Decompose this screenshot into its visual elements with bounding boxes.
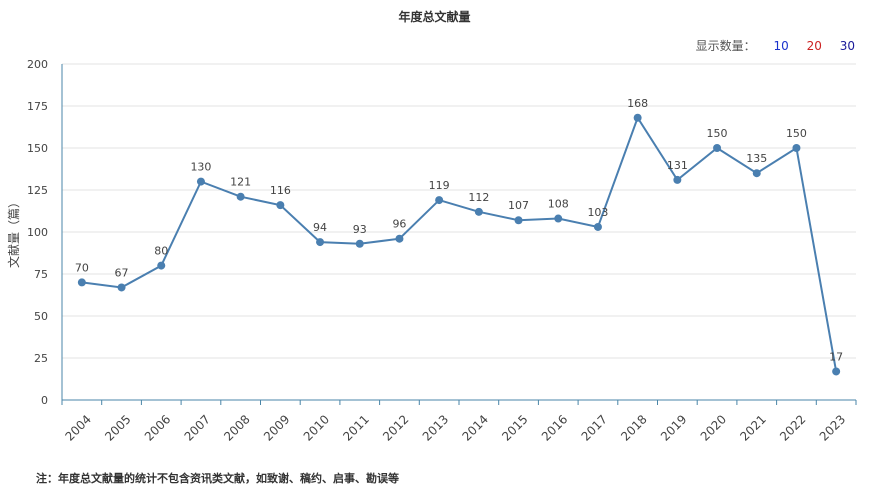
- x-tick-label: 2014: [459, 412, 490, 443]
- data-point: [673, 175, 682, 184]
- y-tick-label: 0: [41, 394, 48, 407]
- data-point: [792, 144, 801, 152]
- x-tick-label: 2009: [261, 412, 292, 443]
- x-tick-label: 2022: [777, 412, 808, 443]
- display-count-selector: 显示数量： 10 20 30: [696, 37, 855, 54]
- y-axis-title: 文献量（篇）: [6, 196, 21, 268]
- data-label: 168: [627, 97, 648, 110]
- data-point: [117, 283, 126, 292]
- data-point: [236, 192, 245, 201]
- x-tick-label: 2012: [380, 412, 411, 443]
- data-label: 80: [154, 245, 168, 258]
- series-line: [81, 115, 838, 372]
- y-tick-label: 100: [27, 226, 48, 239]
- chart-title: 年度总文献量: [398, 10, 471, 24]
- data-label: 150: [707, 127, 728, 140]
- x-tick-label: 2015: [499, 412, 530, 443]
- data-point: [633, 113, 642, 122]
- y-tick-label: 150: [27, 142, 48, 155]
- x-tick-label: 2023: [817, 412, 848, 443]
- x-tick-label: 2016: [539, 412, 570, 443]
- data-point: [752, 169, 761, 178]
- data-label: 107: [508, 199, 529, 212]
- y-tick-label: 175: [27, 100, 48, 113]
- data-label: 121: [230, 176, 251, 189]
- data-label: 96: [392, 218, 406, 231]
- data-point: [196, 177, 205, 186]
- data-label: 135: [746, 152, 767, 165]
- display-count-label: 显示数量：: [695, 39, 756, 53]
- x-tick-label: 2007: [182, 412, 213, 443]
- display-count-option-20[interactable]: 20: [806, 39, 822, 53]
- x-tick-label: 2018: [618, 412, 649, 443]
- data-label: 108: [548, 198, 569, 211]
- footnote: 注：年度总文献量的统计不包含资讯类文献，如致谢、稿约、启事、勘误等: [36, 472, 399, 485]
- x-tick-label: 2021: [737, 412, 768, 443]
- data-point: [77, 278, 86, 287]
- x-tick-label: 2010: [301, 412, 332, 443]
- x-tick-label: 2020: [698, 412, 729, 443]
- data-label: 150: [786, 127, 807, 140]
- data-label: 116: [270, 184, 291, 197]
- data-point: [395, 234, 404, 243]
- data-label: 112: [468, 191, 489, 204]
- data-point: [554, 214, 563, 223]
- data-label: 119: [429, 179, 450, 192]
- x-tick-label: 2011: [340, 412, 371, 443]
- data-point: [593, 222, 602, 231]
- data-point: [435, 196, 444, 205]
- x-tick-label: 2008: [221, 412, 252, 443]
- data-label: 93: [353, 223, 367, 236]
- display-count-option-10[interactable]: 10: [773, 39, 789, 53]
- y-tick-label: 25: [34, 352, 48, 365]
- data-label: 103: [587, 206, 608, 219]
- data-point: [514, 216, 523, 225]
- display-count-option-30[interactable]: 30: [839, 39, 855, 53]
- y-tick-label: 50: [34, 310, 48, 323]
- x-tick-label: 2017: [579, 412, 610, 443]
- data-point: [832, 367, 841, 376]
- y-tick-label: 75: [34, 268, 48, 281]
- y-tick-label: 200: [27, 58, 48, 71]
- data-point: [355, 239, 364, 248]
- y-tick-label: 125: [27, 184, 48, 197]
- x-tick-label: 2019: [658, 412, 689, 443]
- data-point: [316, 238, 325, 247]
- data-point: [157, 261, 166, 270]
- data-label: 94: [313, 221, 327, 234]
- data-label: 67: [115, 266, 129, 279]
- data-label: 70: [75, 261, 89, 274]
- data-label: 131: [667, 159, 688, 172]
- data-label: 17: [829, 350, 843, 363]
- data-point: [276, 201, 285, 210]
- x-tick-label: 2013: [420, 412, 451, 443]
- data-point: [713, 144, 722, 152]
- data-point: [474, 207, 483, 216]
- data-label: 130: [190, 161, 211, 174]
- x-tick-label: 2006: [142, 412, 173, 443]
- x-tick-label: 2005: [102, 412, 133, 443]
- x-tick-label: 2004: [62, 412, 93, 443]
